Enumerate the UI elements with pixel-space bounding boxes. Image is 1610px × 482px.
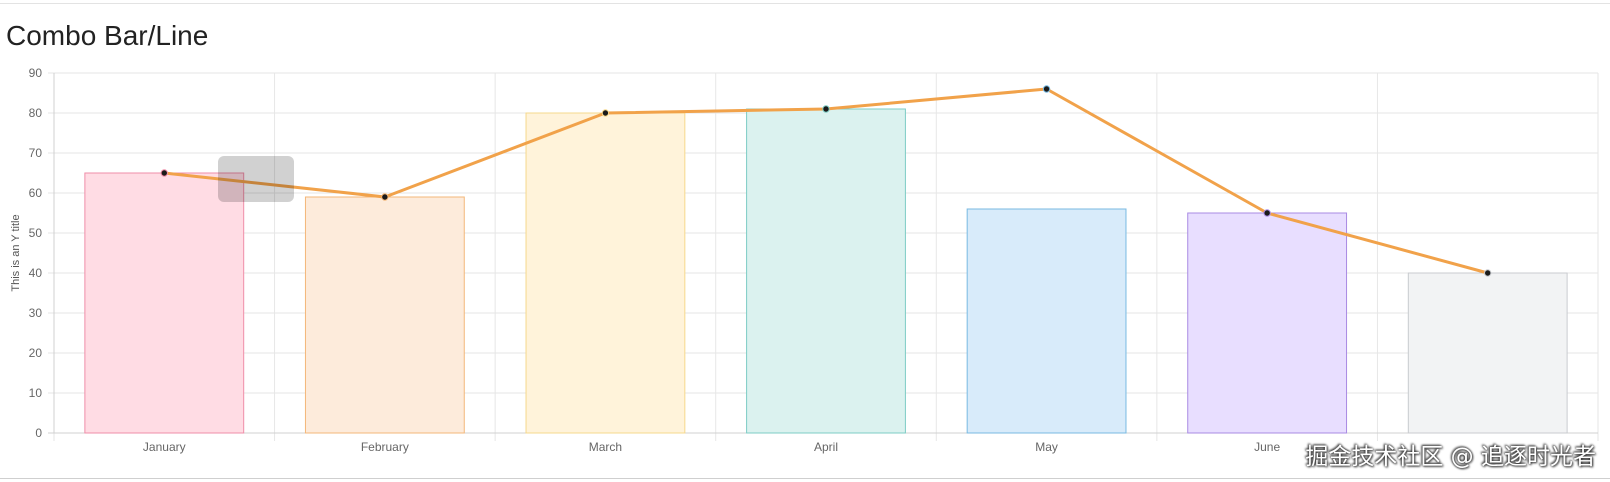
- bar-series: [84, 108, 1568, 434]
- y-tick-label: 0: [35, 426, 42, 440]
- line-point[interactable]: [822, 105, 830, 113]
- chart-tooltip: [218, 156, 294, 202]
- x-tick-label: March: [589, 440, 622, 454]
- bar-april[interactable]: [746, 108, 906, 434]
- x-tick-label: June: [1254, 440, 1280, 454]
- bar-may[interactable]: [966, 208, 1127, 434]
- y-axis-ticks: 0 10 20 30 40 50 60 70 80 90: [29, 66, 43, 440]
- bar-july[interactable]: [1407, 272, 1568, 434]
- x-tick-label: January: [143, 440, 186, 454]
- y-axis-title: This is an Y title: [10, 214, 22, 291]
- line-point[interactable]: [1484, 269, 1492, 277]
- line-series: [160, 85, 1492, 277]
- x-tick-label: February: [361, 440, 409, 454]
- y-tick-label: 80: [29, 106, 43, 120]
- x-tick-label: May: [1035, 440, 1058, 454]
- y-tick-label: 20: [29, 346, 43, 360]
- y-tick-label: 60: [29, 186, 43, 200]
- y-tick-label: 10: [29, 386, 43, 400]
- y-tick-label: 40: [29, 266, 43, 280]
- line-point[interactable]: [601, 109, 610, 117]
- watermark-text: 掘金技术社区 @ 追逐时光者: [1305, 444, 1596, 470]
- line-point[interactable]: [1042, 85, 1051, 93]
- x-axis-ticks: January February March April May June: [143, 440, 1281, 454]
- line-point[interactable]: [160, 169, 168, 177]
- bar-june[interactable]: [1187, 212, 1348, 434]
- bottom-divider: [0, 478, 1610, 479]
- bar-february[interactable]: [304, 196, 465, 434]
- y-tick-label: 70: [29, 146, 43, 160]
- line-point[interactable]: [381, 193, 389, 201]
- line-point[interactable]: [1263, 209, 1271, 217]
- y-tick-label: 90: [29, 66, 43, 80]
- bar-march[interactable]: [525, 112, 686, 434]
- y-tick-label: 30: [29, 306, 43, 320]
- bar-january[interactable]: [84, 172, 245, 434]
- y-tick-label: 50: [29, 226, 43, 240]
- page-title: Combo Bar/Line: [6, 20, 209, 51]
- top-divider: [0, 3, 1610, 4]
- x-tick-label: April: [814, 440, 838, 454]
